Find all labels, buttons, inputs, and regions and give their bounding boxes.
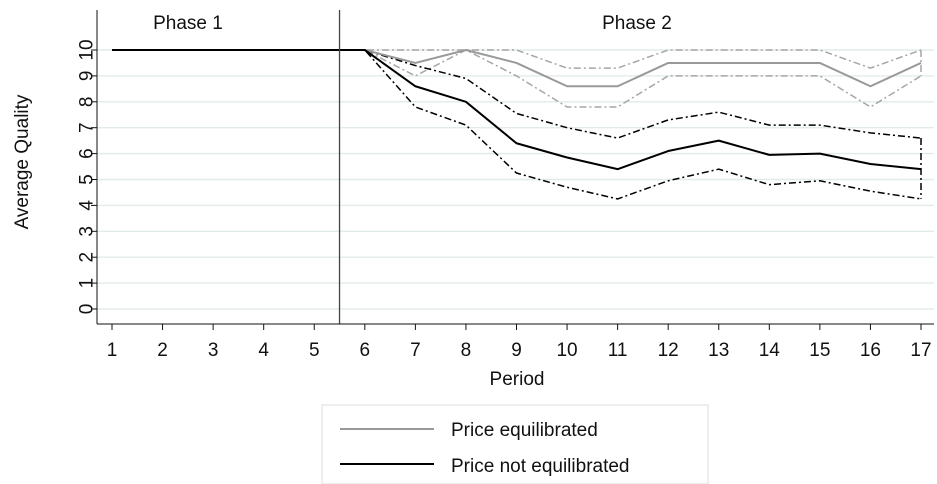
series-price-not-equilibrated-lower-band — [112, 49, 922, 200]
x-axis-title: Period — [490, 369, 545, 390]
legend-label-price-not-equilibrated: Price not equilibrated — [451, 456, 630, 477]
series-lines — [112, 49, 922, 171]
y-tick-label-7: 7 — [77, 122, 98, 133]
y-tick-label-8: 8 — [77, 97, 98, 108]
series-price-equilibrated-line — [112, 49, 922, 88]
x-tick-label-15: 15 — [809, 340, 830, 361]
gridlines — [97, 49, 934, 310]
x-tick-label-5: 5 — [309, 340, 320, 361]
x-tick-label-16: 16 — [860, 340, 881, 361]
series-price-not-equilibrated-line — [112, 49, 922, 171]
legend-label-price-equilibrated: Price equilibrated — [451, 420, 598, 441]
y-tick-label-1: 1 — [77, 278, 98, 289]
y-tick-label-5: 5 — [77, 174, 98, 185]
x-tick-label-13: 13 — [708, 340, 729, 361]
x-tick-label-17: 17 — [910, 340, 931, 361]
x-tick-label-9: 9 — [511, 340, 522, 361]
x-axis-ticks: 1 2 3 4 5 6 7 8 9 10 11 12 13 14 15 16 17 — [107, 324, 932, 361]
legend-box — [321, 404, 709, 484]
y-tick-label-2: 2 — [77, 252, 98, 263]
phase-2-label: Phase 2 — [602, 13, 672, 34]
x-tick-label-4: 4 — [258, 340, 269, 361]
series-price-equilibrated-lower-band — [112, 49, 922, 108]
legend: Price equilibrated Price not equilibrate… — [321, 404, 709, 484]
y-tick-label-6: 6 — [77, 148, 98, 159]
x-tick-label-10: 10 — [556, 340, 577, 361]
x-tick-label-6: 6 — [360, 340, 371, 361]
x-tick-label-11: 11 — [608, 340, 628, 361]
phase-1-label: Phase 1 — [153, 13, 223, 34]
confidence-bands — [112, 49, 922, 200]
y-tick-label-9: 9 — [77, 71, 98, 82]
x-tick-label-3: 3 — [208, 340, 219, 361]
y-axis-title: Average Quality — [12, 94, 33, 229]
y-tick-label-3: 3 — [77, 226, 98, 237]
y-axis-ticks: 0 1 2 3 4 5 6 7 8 9 10 — [77, 39, 98, 314]
y-tick-label-10: 10 — [77, 39, 98, 60]
series-price-equilibrated-upper-band — [112, 49, 922, 69]
x-tick-label-1: 1 — [107, 340, 118, 361]
x-tick-label-14: 14 — [759, 340, 781, 361]
x-tick-label-8: 8 — [461, 340, 472, 361]
x-tick-label-7: 7 — [410, 340, 421, 361]
y-tick-label-0: 0 — [77, 304, 98, 315]
x-tick-label-2: 2 — [157, 340, 168, 361]
x-tick-label-12: 12 — [658, 340, 679, 361]
y-tick-label-4: 4 — [77, 200, 98, 211]
